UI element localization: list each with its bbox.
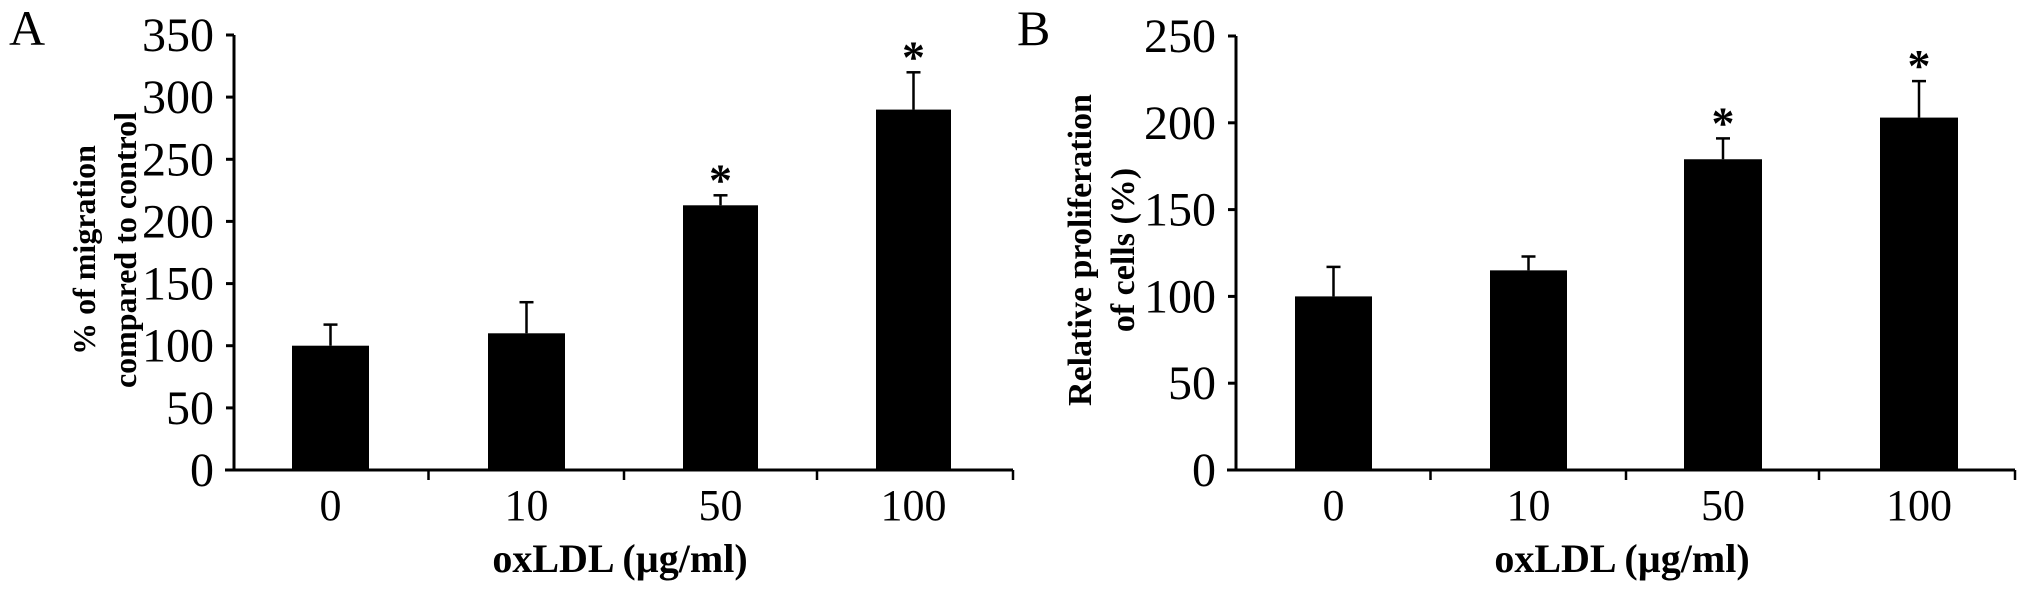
svg-text:0: 0 [320, 481, 342, 530]
svg-text:*: * [1908, 40, 1931, 91]
svg-text:0: 0 [190, 444, 214, 497]
svg-text:10: 10 [1507, 481, 1551, 530]
svg-text:oxLDL (µg/ml): oxLDL (µg/ml) [1494, 536, 1749, 581]
svg-text:B: B [1017, 0, 1050, 56]
svg-text:100: 100 [142, 320, 214, 373]
svg-text:200: 200 [1144, 97, 1216, 150]
svg-text:0: 0 [1323, 481, 1345, 530]
svg-text:oxLDL (µg/ml): oxLDL (µg/ml) [492, 536, 747, 581]
svg-text:10: 10 [505, 481, 549, 530]
svg-text:100: 100 [881, 481, 947, 530]
svg-text:*: * [902, 31, 925, 82]
svg-text:150: 150 [142, 258, 214, 311]
svg-text:A: A [9, 0, 45, 56]
svg-text:100: 100 [1886, 481, 1952, 530]
svg-text:350: 350 [142, 9, 214, 62]
svg-text:50: 50 [1701, 481, 1745, 530]
svg-text:0: 0 [1192, 444, 1216, 497]
svg-text:50: 50 [166, 382, 214, 435]
svg-text:*: * [709, 154, 732, 205]
svg-text:250: 250 [1144, 10, 1216, 63]
svg-text:50: 50 [1168, 357, 1216, 410]
svg-text:200: 200 [142, 195, 214, 248]
svg-text:250: 250 [142, 133, 214, 186]
svg-text:50: 50 [699, 481, 743, 530]
svg-text:of cells (%): of cells (%) [1105, 168, 1142, 332]
svg-text:% of migration: % of migration [66, 145, 102, 355]
svg-text:Relative proliferation: Relative proliferation [1062, 94, 1099, 406]
svg-text:*: * [1712, 97, 1735, 148]
svg-text:100: 100 [1144, 270, 1216, 323]
svg-text:300: 300 [142, 71, 214, 124]
svg-text:150: 150 [1144, 184, 1216, 237]
svg-text:compared to control: compared to control [107, 112, 143, 388]
